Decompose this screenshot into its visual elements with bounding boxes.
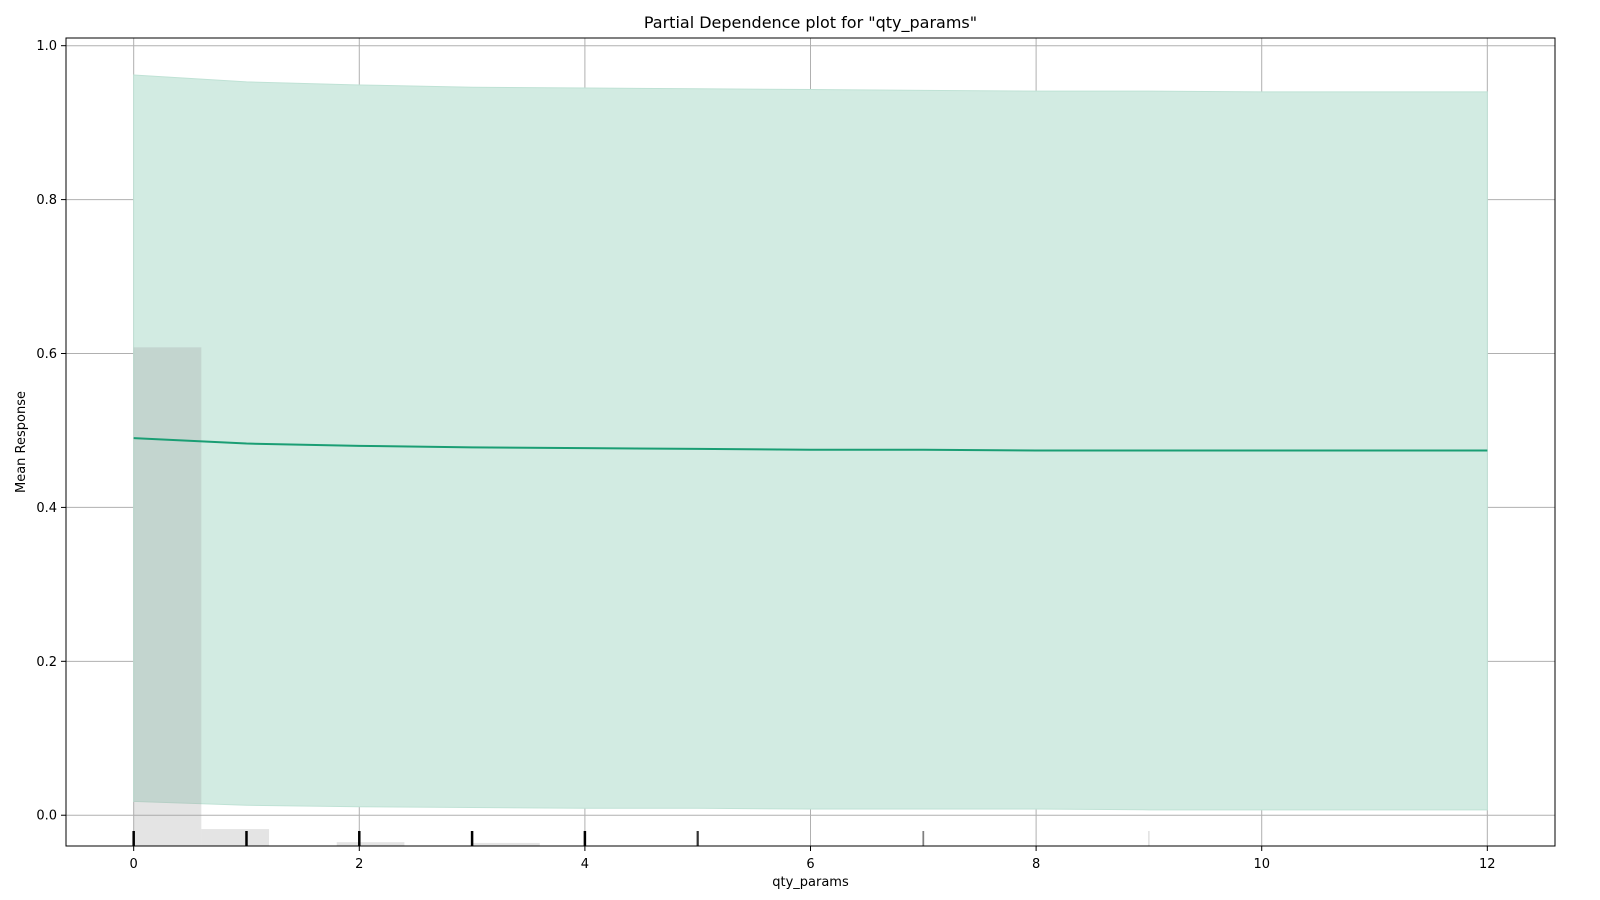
histogram-bar: [336, 842, 405, 846]
y-tick-label: 1.0: [36, 39, 57, 54]
y-axis-label: Mean Response: [14, 391, 29, 493]
y-tick-label: 0.4: [36, 501, 57, 516]
x-tick-label: 10: [1253, 857, 1270, 872]
y-tick-label: 0.8: [36, 193, 57, 208]
chart-title: Partial Dependence plot for "qty_params": [644, 13, 977, 33]
line-layer: [133, 437, 1488, 452]
y-tick-label: 0.2: [36, 655, 57, 670]
y-tick-label: 0.6: [36, 347, 57, 362]
mean-response-line: [133, 437, 1488, 452]
x-tick-label: 0: [130, 857, 138, 872]
x-tick-label: 2: [355, 857, 363, 872]
confidence-band-layer: [133, 74, 1488, 811]
x-tick-label: 4: [581, 857, 589, 872]
x-axis-label: qty_params: [772, 875, 849, 890]
histogram-layer: [133, 347, 540, 846]
y-tick-label: 0.0: [36, 809, 57, 824]
x-tick-label: 8: [1032, 857, 1040, 872]
rug-layer: [132, 831, 1150, 846]
histogram-bar: [201, 829, 270, 846]
x-tick-label: 6: [806, 857, 814, 872]
histogram-bar: [472, 842, 540, 846]
ticks-layer: 0 2 4 6 8 10 12 0.0 0.2 0.4 0.6 0.8 1.0: [36, 39, 1495, 872]
confidence-band: [133, 74, 1488, 811]
histogram-bar: [133, 347, 202, 846]
x-tick-label: 12: [1479, 857, 1496, 872]
